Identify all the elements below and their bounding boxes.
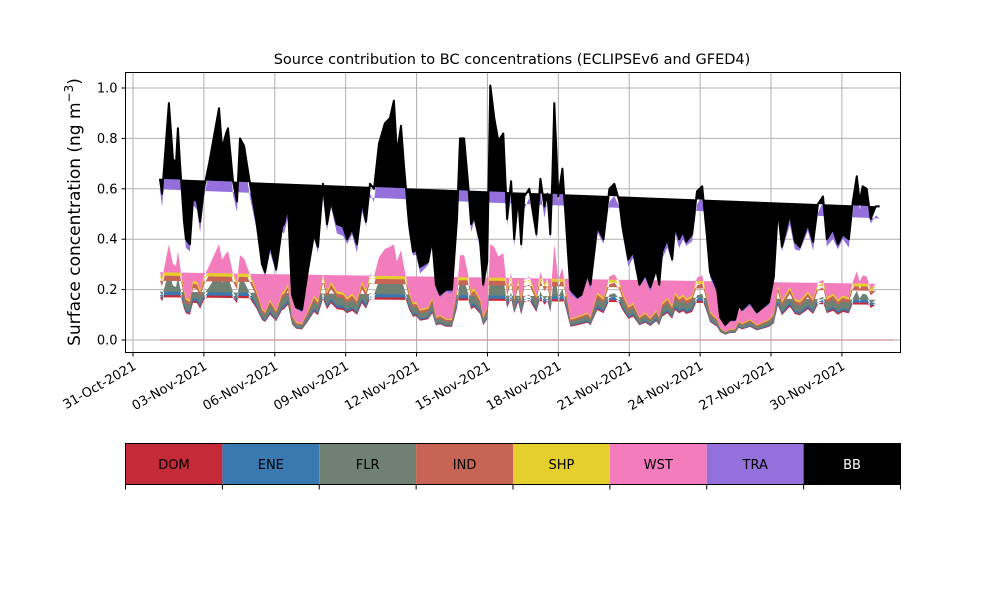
area-wst xyxy=(159,244,880,332)
legend-label: TRA xyxy=(742,458,768,473)
total-line xyxy=(158,84,880,326)
stacked-areas xyxy=(158,84,894,341)
chart-title: Source contribution to BC concentrations… xyxy=(274,52,751,68)
y-axis-label-close: ) xyxy=(65,78,85,85)
legend-label: FLR xyxy=(356,458,380,473)
area-flr xyxy=(159,271,880,335)
x-tick-label: 21-Nov-2021 xyxy=(555,359,635,414)
legend-swatch-shp xyxy=(513,443,610,485)
area-ind xyxy=(159,256,880,333)
y-tick-label: 0.8 xyxy=(97,132,118,147)
x-tick-label: 31-Oct-2021 xyxy=(61,359,139,413)
legend-label: SHP xyxy=(549,458,575,473)
legend-swatch-flr xyxy=(319,443,417,485)
legend-label: BB xyxy=(843,458,861,473)
x-tick-label: 15-Nov-2021 xyxy=(413,359,493,414)
x-tick-label: 27-Nov-2021 xyxy=(697,359,777,414)
legend-label: WST xyxy=(644,458,673,473)
area-bb xyxy=(159,85,880,325)
x-tick-label: 09-Nov-2021 xyxy=(271,359,351,414)
y-axis-label-superscript: −3 xyxy=(62,85,76,103)
legend-label: ENE xyxy=(258,458,284,473)
x-tick-label: 03-Nov-2021 xyxy=(130,359,210,414)
area-ene xyxy=(159,276,880,335)
legend-label: IND xyxy=(453,458,477,473)
x-tick-label: 06-Nov-2021 xyxy=(201,359,281,414)
y-tick-label: 1.0 xyxy=(97,82,118,97)
legend-swatch-bb xyxy=(803,443,901,485)
x-tick-label: 24-Nov-2021 xyxy=(626,359,706,414)
y-tick-label: 0.4 xyxy=(97,233,118,248)
legend-label: DOM xyxy=(158,458,189,473)
y-tick-label: 0.0 xyxy=(97,334,118,349)
x-axis: 31-Oct-202103-Nov-202106-Nov-202109-Nov-… xyxy=(61,352,848,414)
area-dom xyxy=(159,279,880,335)
x-tick-label: 12-Nov-2021 xyxy=(342,359,422,414)
y-axis-label: Surface concentration (ng m−3) xyxy=(62,78,85,346)
y-tick-label: 0.2 xyxy=(97,283,118,298)
legend-swatch-wst xyxy=(609,443,707,485)
legend-colorbar: DOM ENE FLR IND SHP WST TRA BB xyxy=(125,443,901,490)
legend-swatch-ind xyxy=(416,443,513,485)
x-tick-label: 30-Nov-2021 xyxy=(768,359,848,414)
y-axis-label-main: Surface concentration (ng m xyxy=(65,102,85,345)
legend-swatch-dom xyxy=(125,443,223,485)
legend-swatch-tra xyxy=(706,443,804,485)
plot-frame xyxy=(125,72,901,353)
x-tick-label: 18-Nov-2021 xyxy=(484,359,564,414)
legend-swatch-ene xyxy=(222,443,320,485)
area-shp xyxy=(159,249,880,333)
y-axis: 0.0 0.2 0.4 0.6 0.8 1.0 xyxy=(97,82,126,349)
y-tick-label: 0.6 xyxy=(97,182,118,197)
